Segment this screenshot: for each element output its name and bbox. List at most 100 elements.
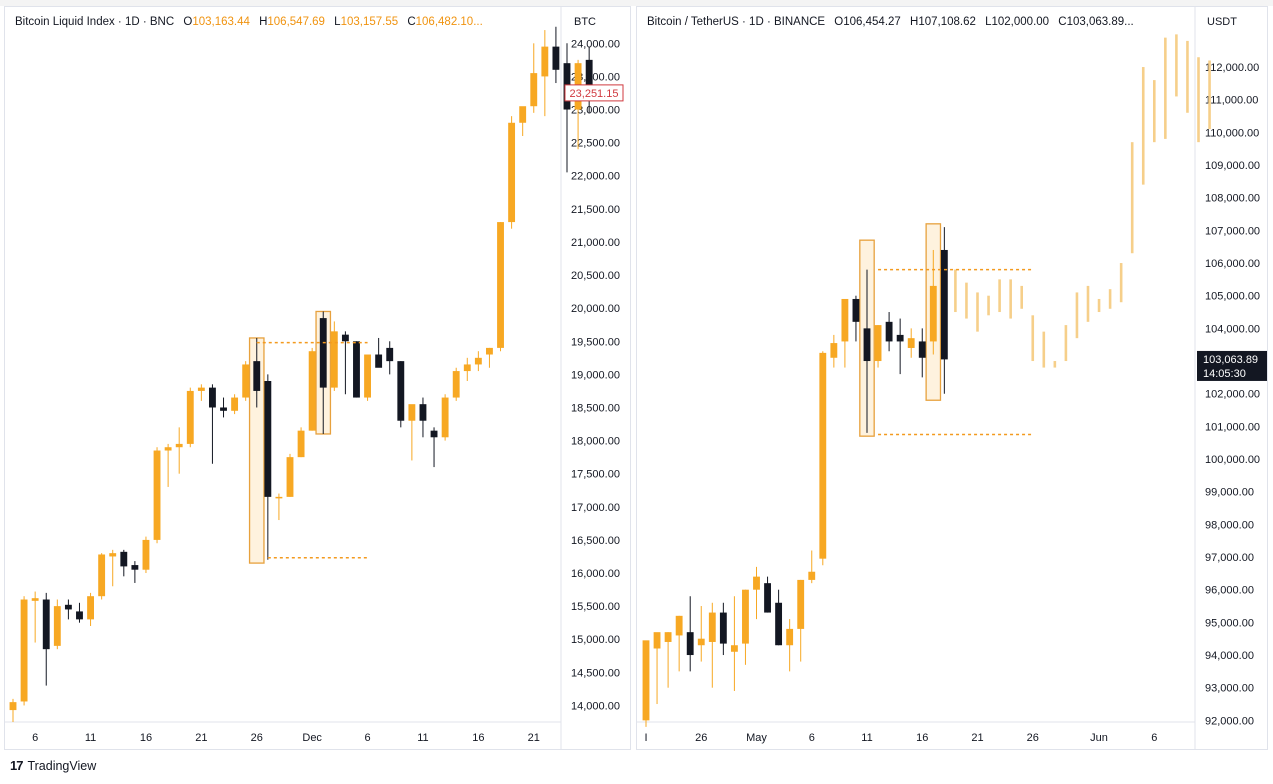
- y-tick-label: 23,000.00: [571, 105, 620, 117]
- x-tick-label: 11: [85, 732, 96, 744]
- candle-body: [186, 390, 194, 444]
- symbol-title[interactable]: Bitcoin Liquid Index · 1D · BNC: [15, 16, 175, 28]
- x-tick-label: 16: [472, 732, 484, 744]
- x-tick-label: 11: [417, 732, 428, 744]
- candle-body: [896, 334, 904, 342]
- candle-body: [719, 612, 727, 644]
- x-tick-label: I: [644, 732, 647, 744]
- ohlc-close: 103,063.89...: [1066, 16, 1134, 28]
- symbol-legend[interactable]: Bitcoin Liquid Index · 1D · BNC O103,163…: [15, 16, 483, 28]
- candle-body: [42, 599, 50, 650]
- chart-pane-right[interactable]: Bitcoin / TetherUS · 1D · BINANCE O106,4…: [636, 6, 1268, 750]
- candle-body: [497, 222, 504, 348]
- candle-body: [64, 604, 72, 610]
- x-tick-label: 6: [364, 732, 370, 744]
- candle-body: [474, 357, 482, 365]
- candle-body: [297, 430, 305, 458]
- candle-body: [874, 325, 882, 362]
- y-tick-label: 24,000.00: [571, 38, 620, 50]
- y-tick-label: 15,000.00: [571, 634, 620, 646]
- x-tick-label: 11: [861, 732, 872, 744]
- y-tick-label: 107,000.00: [1205, 225, 1260, 237]
- forecast-bar: [1009, 279, 1012, 319]
- x-tick-label: 6: [809, 732, 815, 744]
- x-tick-label: 21: [195, 732, 207, 744]
- candle-body: [142, 539, 150, 570]
- candle-body: [231, 397, 239, 411]
- candle-body: [87, 596, 94, 620]
- current-price-tag: [564, 84, 624, 102]
- candle-body: [775, 602, 783, 646]
- y-tick-label: 22,500.00: [571, 138, 620, 150]
- y-tick-label: 98,000.00: [1205, 519, 1254, 531]
- candle-body: [664, 632, 672, 642]
- y-tick-label: 14,000.00: [571, 700, 620, 712]
- candle-body: [264, 381, 272, 497]
- ohlc-open: 106,454.27: [843, 16, 901, 28]
- y-tick-label: 21,500.00: [571, 204, 620, 216]
- candle-body: [730, 645, 738, 652]
- y-tick-label: 22,000.00: [571, 171, 620, 183]
- forecast-bar: [1053, 361, 1057, 368]
- candle-body: [109, 553, 117, 557]
- symbol-legend[interactable]: Bitcoin / TetherUS · 1D · BINANCE O106,4…: [647, 16, 1134, 28]
- tradingview-footer[interactable]: 17 TradingView: [10, 758, 96, 773]
- candle-body: [918, 341, 926, 358]
- symbol-title[interactable]: Bitcoin / TetherUS · 1D · BINANCE: [647, 16, 826, 28]
- y-tick-label: 17,000.00: [571, 502, 620, 514]
- forecast-bar: [1175, 34, 1178, 97]
- candle-body: [675, 615, 683, 636]
- current-price-tag: [1197, 350, 1267, 381]
- forecast-bar: [987, 295, 990, 316]
- ohlc-low: 103,157.55: [340, 16, 399, 28]
- forecast-bar: [976, 292, 979, 332]
- candle-body: [742, 589, 749, 644]
- candle-body: [286, 457, 294, 497]
- forecast-bar: [1108, 289, 1112, 309]
- candle-body: [242, 364, 250, 398]
- x-tick-label: May: [746, 732, 767, 744]
- y-tick-label: 108,000.00: [1205, 193, 1260, 205]
- forecast-bar: [1130, 142, 1134, 254]
- x-tick-label: Jun: [1090, 732, 1108, 744]
- candle-body: [486, 347, 493, 355]
- candle-body: [885, 321, 893, 342]
- y-tick-label: 112,000.00: [1205, 62, 1259, 74]
- candle-body: [441, 397, 449, 438]
- candle-body: [386, 347, 394, 362]
- candle-body: [552, 46, 560, 70]
- y-tick-label: 16,000.00: [571, 568, 620, 580]
- y-tick-label: 102,000.00: [1205, 389, 1260, 401]
- x-tick-label: Dec: [302, 732, 322, 744]
- y-tick-label: 110,000.00: [1205, 127, 1259, 139]
- forecast-bar: [1153, 80, 1156, 143]
- forecast-bar: [1141, 67, 1145, 185]
- candle-body: [9, 702, 17, 711]
- x-tick-label: 6: [1151, 732, 1157, 744]
- current-price-label: 23,251.15: [570, 88, 619, 100]
- forecast-bar: [1042, 331, 1046, 368]
- candle-body: [209, 387, 216, 408]
- y-tick-label: 111,000.00: [1205, 95, 1258, 107]
- candle-body: [76, 611, 83, 620]
- candle-body: [153, 450, 161, 540]
- candle-body: [541, 46, 549, 77]
- chart-pane-left[interactable]: Bitcoin Liquid Index · 1D · BNC O103,163…: [4, 6, 631, 750]
- candle-body: [308, 351, 316, 431]
- candlestick-chart-right[interactable]: 92,000.00 93,000.00 94,000.00 95,000.00 96,0…: [637, 7, 1268, 750]
- y-tick-label: 93,000.00: [1205, 683, 1254, 695]
- x-tick-label: 26: [251, 732, 263, 744]
- y-tick-label: 97,000.00: [1205, 552, 1254, 564]
- ohlc-high: 107,108.62: [918, 16, 976, 28]
- ohlc-high: 106,547.69: [267, 16, 325, 28]
- candle-body: [519, 106, 527, 123]
- candle-body: [697, 638, 705, 646]
- y-tick-label: 109,000.00: [1205, 160, 1260, 172]
- y-tick-label: 100,000.00: [1205, 454, 1260, 466]
- candlestick-chart-left[interactable]: 14,000.00 14,500.00 15,000.00 15,500.00 16,0…: [5, 7, 631, 750]
- y-tick-label: 18,000.00: [571, 436, 620, 448]
- candle-body: [786, 628, 794, 646]
- candle-body: [408, 404, 416, 421]
- candle-body: [364, 354, 371, 398]
- top-strip: [0, 0, 1273, 6]
